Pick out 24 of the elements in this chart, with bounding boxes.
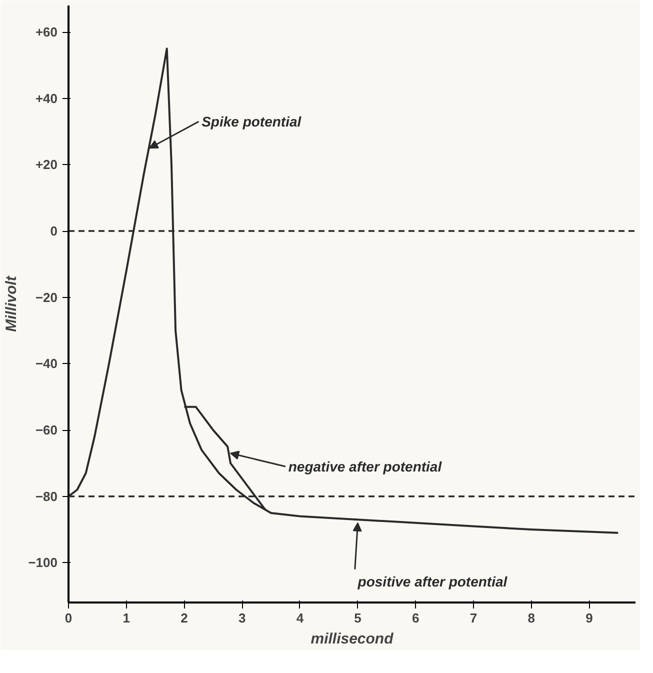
y-tick-label: 0 xyxy=(50,224,58,239)
x-tick-label: 1 xyxy=(122,610,130,626)
y-tick-label: −80 xyxy=(35,488,58,504)
y-tick-label: −100 xyxy=(28,555,58,570)
x-tick-label: 0 xyxy=(64,610,72,626)
annotation: positive after potential xyxy=(356,573,508,590)
x-tick-label: 8 xyxy=(528,610,535,626)
y-tick-label: −20 xyxy=(35,290,58,305)
x-tick-label: 2 xyxy=(180,610,188,626)
x-tick-label: 6 xyxy=(412,610,420,626)
y-tick-label: +20 xyxy=(35,157,58,172)
x-tick-label: 9 xyxy=(586,610,593,626)
y-tick-label: −60 xyxy=(35,422,58,438)
x-tick-label: 5 xyxy=(354,610,362,626)
y-tick-label: −40 xyxy=(35,356,58,372)
x-tick-label: 3 xyxy=(238,610,246,626)
annotation: Spike potential xyxy=(202,114,302,130)
x-axis-title: millisecond xyxy=(310,630,394,648)
x-tick-label: 7 xyxy=(470,610,478,626)
y-axis-title: Millivolt xyxy=(3,275,20,332)
x-tick-label: 4 xyxy=(296,610,304,626)
y-tick-label: +40 xyxy=(35,90,58,106)
y-tick-label: +60 xyxy=(35,24,58,40)
annotation: negative after potential xyxy=(288,458,443,475)
